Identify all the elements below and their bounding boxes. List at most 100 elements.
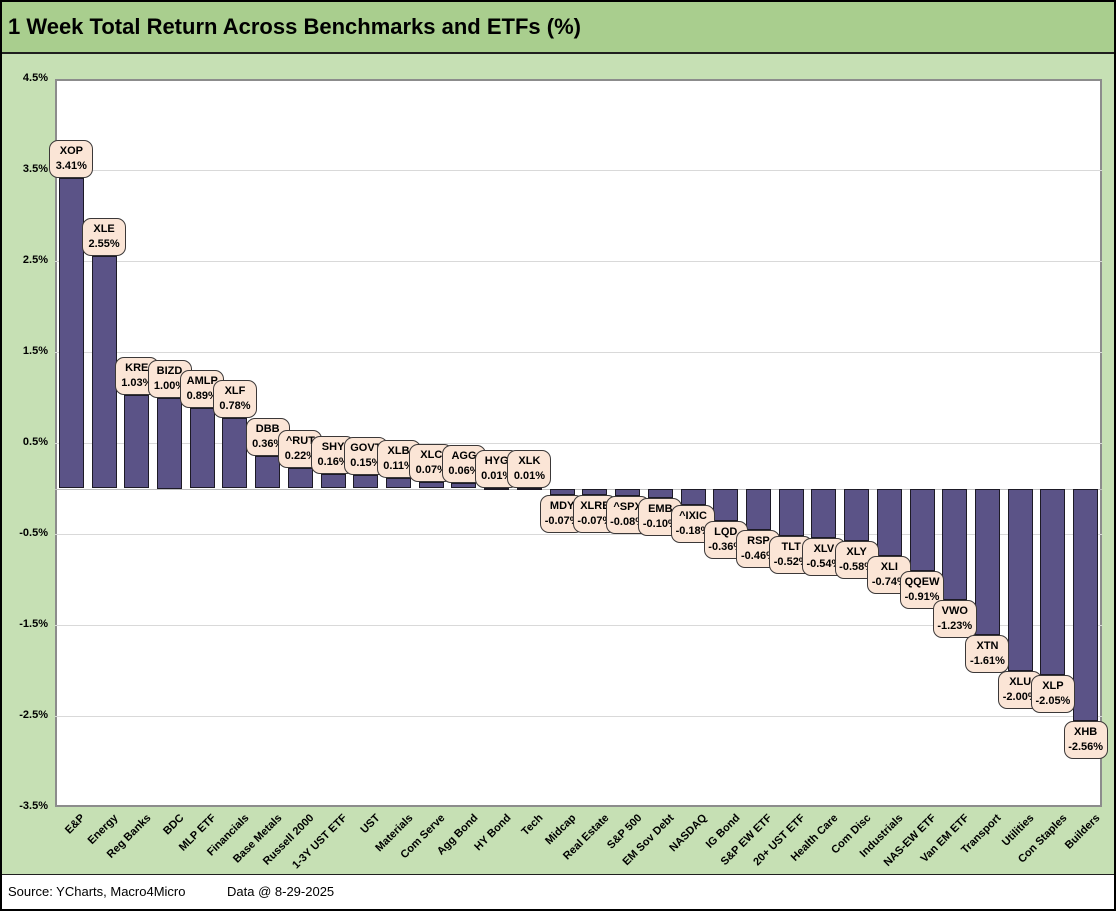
- gridline: [55, 625, 1102, 626]
- data-label-ticker: TLT: [781, 540, 801, 553]
- data-label-XHB: XHB -2.56%: [1063, 721, 1108, 760]
- data-label-ticker: XLI: [880, 560, 898, 573]
- bar-XLU: [1007, 488, 1033, 671]
- chart-title-band: 1 Week Total Return Across Benchmarks an…: [2, 2, 1114, 54]
- data-label-ticker: AMLP: [186, 374, 218, 387]
- data-label-value: 0.89%: [186, 389, 218, 402]
- data-label-ticker: XLP: [1042, 680, 1064, 693]
- data-label-ticker: XLC: [420, 449, 443, 462]
- bar-QQEW: [909, 488, 935, 572]
- data-label-value: -0.74%: [871, 575, 907, 588]
- bar-XLP: [1040, 488, 1066, 676]
- data-label-value: -0.10%: [642, 517, 678, 530]
- y-axis-tick: -1.5%: [19, 618, 48, 630]
- data-label-ticker: ^IXIC: [679, 509, 707, 522]
- y-axis-tick: -0.5%: [19, 527, 48, 539]
- data-label-value: -0.36%: [708, 541, 744, 554]
- bar-^RUT: [287, 468, 313, 489]
- data-label-ticker: XLV: [813, 542, 835, 555]
- data-label-ticker: GOVT: [350, 441, 382, 454]
- bar-BIZD: [157, 397, 183, 489]
- data-label-ticker: XTN: [976, 640, 999, 652]
- bar-XLI: [876, 488, 902, 556]
- data-label-value: 3.41%: [55, 160, 87, 173]
- data-label-value: 0.15%: [350, 456, 382, 469]
- bar-^SPX: [615, 488, 641, 496]
- data-label-ticker: BIZD: [156, 364, 183, 377]
- bar-XLV: [811, 488, 837, 538]
- data-label-value: -0.07%: [544, 514, 580, 527]
- bar-XLE: [91, 256, 117, 489]
- data-label-ticker: AGG: [451, 450, 477, 463]
- data-date-text: Data @ 8-29-2025: [227, 884, 335, 899]
- data-label-value: -0.91%: [904, 591, 940, 604]
- data-label-ticker: XOP: [59, 145, 83, 158]
- gridline: [55, 716, 1102, 717]
- bar-XLC: [418, 482, 444, 489]
- data-label-ticker: RSP: [747, 535, 770, 548]
- data-label-VWO: VWO -1.23%: [932, 600, 977, 639]
- data-label-ticker: XHB: [1074, 726, 1098, 739]
- data-label-XOP: XOP 3.41%: [49, 140, 94, 179]
- data-label-value: 0.22%: [284, 450, 316, 463]
- bar-XLB: [386, 478, 412, 489]
- bar-MDY: [549, 488, 575, 495]
- bar-HYG: [484, 487, 510, 490]
- data-label-XLK: XLK 0.01%: [507, 449, 552, 488]
- gridline: [55, 352, 1102, 353]
- data-label-ticker: EMB: [648, 502, 673, 515]
- bar-XTN: [974, 488, 1000, 635]
- data-label-value: -2.56%: [1068, 741, 1104, 754]
- y-axis-tick: 2.5%: [22, 254, 48, 266]
- data-label-ticker: LQD: [714, 526, 738, 539]
- data-label-value: 2.55%: [88, 238, 120, 251]
- source-text: Source: YCharts, Macro4Micro: [8, 884, 186, 899]
- data-label-value: 1.00%: [153, 379, 186, 392]
- bar-VWO: [942, 488, 968, 601]
- data-label-QQEW: QQEW -0.91%: [900, 571, 945, 610]
- y-axis-tick: 3.5%: [22, 163, 48, 175]
- bar-XLF: [222, 417, 248, 489]
- data-label-XTN: XTN -1.61%: [965, 635, 1010, 673]
- data-label-value: -0.07%: [577, 514, 613, 527]
- data-label-ticker: XLY: [846, 546, 867, 559]
- data-label-ticker: HYG: [484, 454, 509, 467]
- bar-^IXIC: [680, 488, 706, 505]
- data-label-value: -0.08%: [610, 515, 645, 528]
- data-label-ticker: DBB: [255, 422, 280, 435]
- data-label-value: -2.05%: [1035, 695, 1071, 708]
- data-label-value: 0.36%: [252, 437, 284, 450]
- chart-title: 1 Week Total Return Across Benchmarks an…: [8, 14, 581, 39]
- data-label-ticker: SHY: [321, 440, 345, 453]
- data-label-ticker: ^SPX: [613, 500, 642, 513]
- data-label-ticker: ^RUT: [285, 435, 315, 448]
- gridline: [55, 261, 1102, 262]
- bar-DBB: [255, 455, 281, 489]
- footer: Source: YCharts, Macro4Micro Data @ 8-29…: [2, 874, 1114, 909]
- data-label-ticker: MDY: [549, 499, 575, 512]
- data-label-value: -1.23%: [937, 620, 973, 633]
- data-label-XLF: XLF 0.78%: [212, 379, 257, 418]
- bar-XHB: [1073, 488, 1099, 722]
- bar-RSP: [745, 488, 771, 531]
- bar-KRE: [124, 394, 150, 489]
- data-label-value: -0.58%: [839, 561, 875, 574]
- data-label-value: 0.11%: [383, 460, 414, 473]
- data-label-value: 0.78%: [219, 399, 251, 412]
- y-axis-tick: 4.5%: [22, 72, 48, 84]
- y-axis-tick: 1.5%: [22, 345, 48, 357]
- data-label-value: 0.01%: [513, 469, 546, 482]
- bar-AMLP: [189, 407, 215, 489]
- bar-XLK: [516, 487, 542, 490]
- bar-GOVT: [353, 474, 379, 489]
- y-axis-tick: 0.5%: [22, 436, 48, 448]
- data-label-ticker: XLK: [518, 454, 541, 467]
- bar-SHY: [320, 473, 346, 489]
- gridline: [55, 170, 1102, 171]
- y-axis-tick: -2.5%: [19, 709, 48, 721]
- bar-LQD: [713, 488, 739, 522]
- data-label-ticker: XLE: [93, 223, 115, 236]
- data-label-XLP: XLP -2.05%: [1030, 675, 1075, 714]
- bar-XOP: [58, 178, 84, 489]
